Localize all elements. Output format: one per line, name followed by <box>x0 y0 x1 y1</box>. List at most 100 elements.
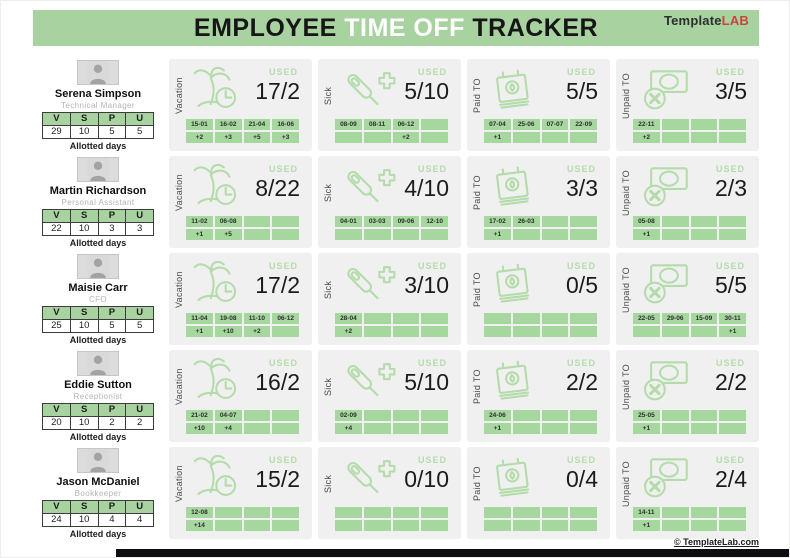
employee-rows: Serena Simpson Technical Manager V S P U 29 1… <box>33 59 759 539</box>
templatelab-logo[interactable]: TemplateLAB <box>664 13 749 28</box>
date-chip: 26-03 <box>512 216 540 227</box>
extra-chip: +4 <box>214 423 242 434</box>
time-off-card: Vacation USED 15/2 12-08 +14 <box>169 447 312 539</box>
used-label: USED <box>566 455 596 465</box>
used-label: USED <box>566 261 596 271</box>
calendar-icon <box>496 166 530 206</box>
logo-prefix: Template <box>663 13 722 28</box>
extra-chip <box>690 423 718 434</box>
extra-chip <box>243 520 271 531</box>
copyright-link[interactable]: © TemplateLab.com <box>674 537 759 547</box>
allotment-col-p: P <box>98 501 126 513</box>
date-chip: 16-02 <box>214 119 242 130</box>
extra-chip <box>363 423 391 434</box>
extra-chip <box>243 229 271 240</box>
extra-chip: +10 <box>214 326 242 337</box>
allotment-col-v: V <box>43 307 70 319</box>
date-chip <box>335 507 362 518</box>
paid-icon-slot <box>489 452 549 506</box>
extra-chip <box>484 520 511 531</box>
date-chip: 07-07 <box>541 119 569 130</box>
date-chip <box>661 216 689 227</box>
allotment-value: 10 <box>70 417 98 429</box>
date-chip <box>690 119 718 130</box>
time-off-card: Vacation USED 17/2 11-04 19-08 11-10 06-12 +… <box>169 253 312 345</box>
extra-chip: +1 <box>633 423 660 434</box>
extra-chip <box>512 132 540 143</box>
employee-name: Martin Richardson <box>49 185 147 197</box>
allotment-table: V S P U 29 10 5 5 <box>42 112 154 139</box>
date-chip <box>392 410 420 421</box>
person-silhouette-icon <box>87 352 109 375</box>
used-value: 3/5 <box>715 78 747 104</box>
extra-chip: +2 <box>392 132 420 143</box>
date-chip <box>661 119 689 130</box>
vacation-icon-slot <box>191 64 251 118</box>
vacation-icon-slot <box>191 161 251 215</box>
extra-chip <box>690 520 718 531</box>
time-off-card: Unpaid TO USED 5/5 22-05 29-06 15-09 30-11 +… <box>616 253 759 345</box>
thermometer-icon <box>347 266 396 300</box>
thermometer-icon <box>347 363 396 397</box>
allotment-value: 10 <box>70 514 98 526</box>
extra-chip <box>661 520 689 531</box>
allotment-value: 2 <box>126 417 153 429</box>
date-chip <box>272 216 299 227</box>
paid-icon-slot <box>489 355 549 409</box>
chip-grid <box>484 313 597 337</box>
date-chip: 06-12 <box>272 313 299 324</box>
extra-chip <box>570 326 597 337</box>
date-chip <box>541 410 569 421</box>
sick-icon-slot <box>340 452 400 506</box>
date-chip <box>484 507 511 518</box>
extra-chip <box>570 520 597 531</box>
date-chip <box>272 507 299 518</box>
employee-job-title: Technical Manager <box>61 101 135 110</box>
allotment-col-s: S <box>70 210 98 222</box>
date-chip <box>570 507 597 518</box>
date-chip: 12-10 <box>421 216 448 227</box>
palm-tree-clock-icon <box>193 163 237 205</box>
extra-chip <box>272 229 299 240</box>
extra-chip <box>214 520 242 531</box>
person-silhouette-icon <box>87 61 109 84</box>
extra-chip <box>690 132 718 143</box>
title-employee: EMPLOYEE <box>193 13 345 42</box>
date-chip: 21-04 <box>243 119 271 130</box>
cards: Vacation USED 8/22 11-02 06-08 +1 +5 Sick U… <box>169 156 759 248</box>
unpaid-icon-slot <box>638 64 698 118</box>
paid-icon-slot <box>489 64 549 118</box>
sick-icon-slot <box>340 258 400 312</box>
date-chip <box>272 410 299 421</box>
extra-chip <box>335 229 362 240</box>
time-off-card: Paid TO USED 3/3 17-02 26-03 +1 <box>467 156 610 248</box>
employee-row: Maisie Carr CFO V S P U 25 10 5 5 Allotted days… <box>33 253 759 345</box>
employee-photo <box>77 157 119 182</box>
used-label: USED <box>417 164 447 174</box>
date-chip <box>719 410 746 421</box>
extra-chip <box>392 520 420 531</box>
employee-job-title: Receptionist <box>73 392 123 401</box>
time-off-card: Paid TO USED 0/4 <box>467 447 610 539</box>
extra-chip <box>541 520 569 531</box>
date-chip <box>719 507 746 518</box>
date-chip <box>570 216 597 227</box>
extra-chip: +2 <box>335 326 362 337</box>
allotment-value: 25 <box>43 320 70 332</box>
extra-chip <box>570 229 597 240</box>
extra-chip <box>690 229 718 240</box>
allotted-days-label: Allotted days <box>69 529 127 539</box>
extra-chip <box>392 423 420 434</box>
date-chip: 02-09 <box>335 410 362 421</box>
extra-chip: +3 <box>272 132 299 143</box>
allotted-days-label: Allotted days <box>69 141 127 151</box>
cards: Vacation USED 15/2 12-08 +14 Sick USED 0/… <box>169 447 759 539</box>
date-chip <box>690 507 718 518</box>
allotment-value: 29 <box>43 126 70 138</box>
allotment-value: 10 <box>70 126 98 138</box>
date-chip <box>690 410 718 421</box>
chip-grid: 08-09 08-11 06-12 +2 <box>335 119 448 143</box>
title-time-off: TIME OFF <box>344 13 473 42</box>
time-off-card: Paid TO USED 0/5 <box>467 253 610 345</box>
sick-icon-slot <box>340 64 400 118</box>
